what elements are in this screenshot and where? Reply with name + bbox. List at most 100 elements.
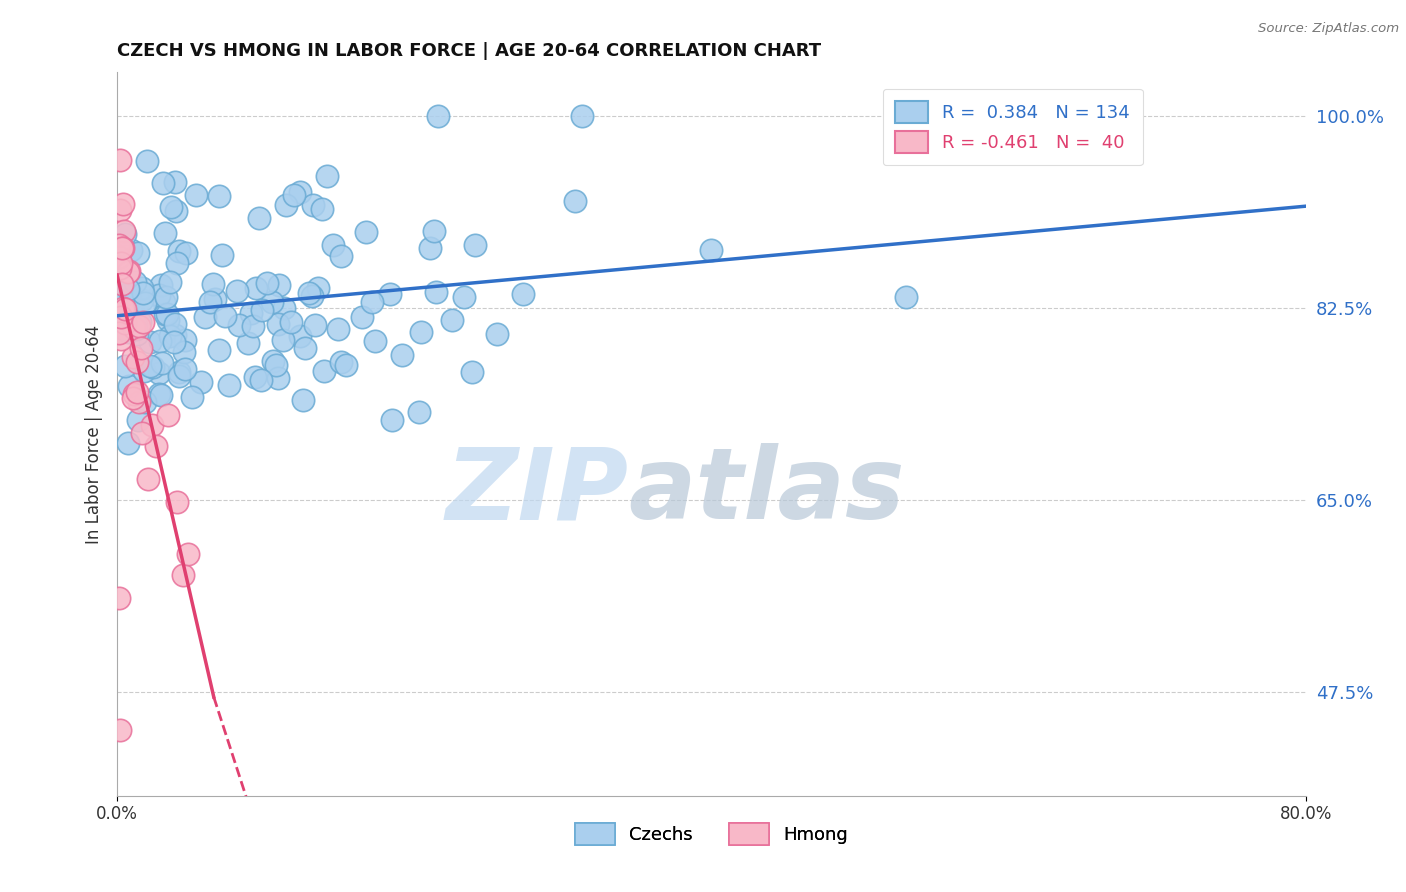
Point	[156, 409, 179, 423]
Point	[111, 241, 134, 255]
Point	[312, 363, 335, 377]
Point	[148, 387, 170, 401]
Point	[163, 175, 186, 189]
Point	[112, 322, 135, 336]
Point	[322, 238, 344, 252]
Point	[124, 322, 146, 336]
Point	[166, 494, 188, 508]
Point	[440, 313, 463, 327]
Point	[243, 369, 266, 384]
Point	[380, 286, 402, 301]
Point	[290, 328, 312, 343]
Point	[419, 241, 441, 255]
Point	[152, 356, 174, 370]
Point	[267, 371, 290, 385]
Text: Source: ZipAtlas.com: Source: ZipAtlas.com	[1258, 22, 1399, 36]
Point	[117, 379, 139, 393]
Point	[114, 223, 136, 237]
Point	[308, 280, 330, 294]
Point	[283, 188, 305, 202]
Point	[391, 348, 413, 362]
Point	[173, 362, 195, 376]
Point	[107, 326, 129, 341]
Point	[311, 202, 333, 216]
Point	[198, 294, 221, 309]
Point	[118, 283, 141, 297]
Point	[485, 326, 508, 341]
Point	[108, 202, 131, 217]
Point	[131, 285, 153, 300]
Point	[201, 277, 224, 291]
Point	[124, 387, 146, 401]
Point	[274, 198, 297, 212]
Point	[110, 332, 132, 346]
Point	[127, 326, 149, 341]
Point	[304, 318, 326, 332]
Point	[128, 319, 150, 334]
Point	[112, 287, 135, 301]
Point	[280, 315, 302, 329]
Point	[408, 404, 430, 418]
Point	[136, 472, 159, 486]
Point	[153, 307, 176, 321]
Point	[114, 301, 136, 316]
Point	[127, 246, 149, 260]
Point	[145, 439, 167, 453]
Point	[163, 317, 186, 331]
Point	[128, 395, 150, 409]
Point	[117, 325, 139, 339]
Point	[139, 334, 162, 349]
Point	[118, 288, 141, 302]
Point	[896, 290, 918, 304]
Point	[177, 547, 200, 561]
Point	[264, 358, 287, 372]
Point	[262, 354, 284, 368]
Point	[108, 306, 131, 320]
Point	[111, 277, 134, 291]
Point	[163, 335, 186, 350]
Point	[132, 364, 155, 378]
Point	[301, 289, 323, 303]
Point	[142, 359, 165, 374]
Point	[108, 723, 131, 737]
Text: atlas: atlas	[628, 443, 905, 541]
Point	[121, 350, 143, 364]
Point	[294, 341, 316, 355]
Point	[114, 316, 136, 330]
Point	[190, 375, 212, 389]
Point	[148, 366, 170, 380]
Point	[150, 277, 173, 292]
Point	[166, 256, 188, 270]
Point	[181, 390, 204, 404]
Point	[256, 276, 278, 290]
Point	[184, 188, 207, 202]
Point	[460, 365, 482, 379]
Point	[134, 394, 156, 409]
Point	[218, 378, 240, 392]
Point	[111, 242, 134, 256]
Point	[208, 343, 231, 357]
Legend: Czechs, Hmong: Czechs, Hmong	[568, 815, 855, 852]
Point	[330, 355, 353, 369]
Point	[328, 322, 350, 336]
Point	[226, 284, 249, 298]
Point	[174, 246, 197, 260]
Point	[453, 290, 475, 304]
Point	[427, 109, 450, 123]
Point	[204, 292, 226, 306]
Point	[512, 287, 534, 301]
Point	[291, 392, 314, 407]
Point	[298, 285, 321, 300]
Point	[214, 309, 236, 323]
Point	[464, 237, 486, 252]
Point	[228, 318, 250, 332]
Point	[250, 373, 273, 387]
Point	[127, 385, 149, 400]
Point	[564, 194, 586, 208]
Point	[350, 310, 373, 324]
Point	[139, 359, 162, 373]
Point	[273, 301, 295, 315]
Point	[111, 301, 134, 316]
Point	[247, 211, 270, 225]
Point	[159, 328, 181, 343]
